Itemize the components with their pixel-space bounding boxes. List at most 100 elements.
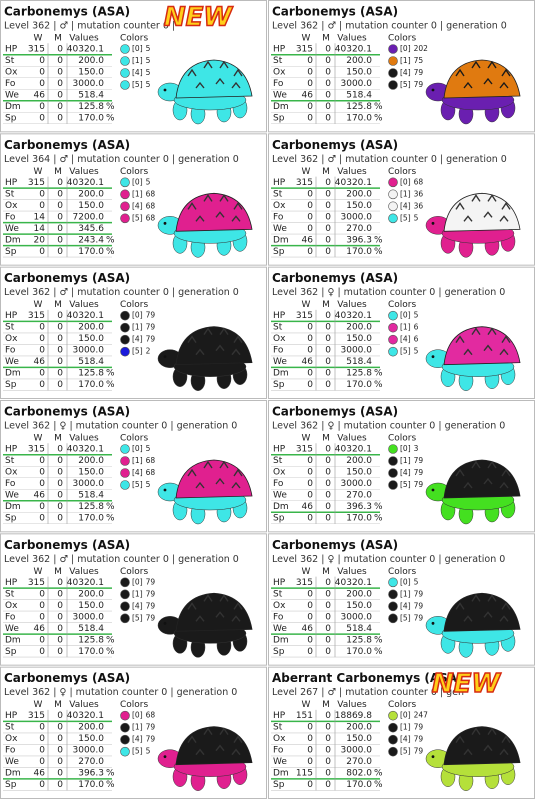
stat-unit: % [106,247,115,257]
color-id: 5 [146,44,151,53]
stat-value: 518.4 [78,357,104,367]
creature-image [425,59,521,125]
stat-wild-points: 0 [307,68,313,78]
color-label: [0] 79 [132,311,155,320]
stat-name: HP [273,178,286,188]
stat-value: 170.0 [78,114,104,124]
color-swatch [120,589,130,600]
color-label: [1] 79 [400,456,423,465]
column-header: W [302,700,311,710]
stat-mutations: 0 [57,601,63,611]
stat-wild-points: 0 [307,734,313,744]
stat-value: 3000.0 [73,746,105,756]
level-line: Level 362 | ♀ | mutation counter 0 | gen… [272,421,505,432]
stat-wild-points: 0 [307,491,313,501]
stat-mutations: 0 [57,578,63,588]
stat-wild-points: 46 [34,357,46,367]
stat-wild-points: 0 [307,114,313,124]
column-header: Values [337,167,367,177]
column-header: Values [337,34,367,44]
color-id: 79 [146,311,156,320]
stat-wild-points: 0 [307,746,313,756]
color-id: 79 [146,723,156,732]
stat-mutations: 0 [57,635,63,645]
stat-unit: % [106,780,115,790]
color-swatch [388,346,398,357]
stat-value: 40320.1 [335,178,372,188]
creature-title: Carbonemys (ASA) [272,5,398,19]
stat-unit: % [374,635,383,645]
stat-mutations: 0 [57,311,63,321]
creature-title: Carbonemys (ASA) [4,138,130,152]
turtle-eye [163,221,167,225]
stat-wild-points: 315 [296,311,313,321]
stat-name: Fo [5,346,16,356]
color-id: 5 [146,480,151,489]
stat-mutations: 0 [57,491,63,501]
color-label: [4] 79 [400,468,423,477]
stat-wild-points: 46 [302,91,314,101]
stat-name: HP [5,711,18,721]
stat-name: HP [5,45,18,55]
column-header: Colors [120,567,148,577]
column-header: W [34,434,43,444]
column-header: Values [69,567,99,577]
color-label: [5] 2 [132,347,151,356]
column-header: Colors [388,567,416,577]
stat-value: 18869.8 [335,711,372,721]
stat-value: 40320.1 [67,311,104,321]
stat-value: 150.0 [78,601,104,611]
stat-name: Sp [273,514,285,524]
stat-unit: % [106,380,115,390]
color-swatch [388,44,398,54]
stat-value: 150.0 [78,734,104,744]
stat-wild-points: 0 [307,56,313,66]
stat-wild-points: 0 [307,189,313,199]
color-id: 75 [414,56,424,65]
stat-wild-points: 115 [296,769,313,779]
color-slot: [0] [400,444,411,453]
creature-image [157,59,253,125]
color-label: [1] 79 [400,723,423,732]
stat-name: HP [273,578,286,588]
stat-wild-points: 20 [34,235,46,245]
stat-name: Fo [273,79,284,89]
creature-title: Carbonemys (ASA) [272,405,398,419]
stat-wild-points: 0 [39,369,45,379]
color-label: [4] 68 [132,201,155,210]
stat-value: 200.0 [346,589,372,599]
color-label: [5] 79 [400,80,423,89]
color-slot: [5] [132,347,143,356]
stat-wild-points: 315 [28,711,45,721]
stat-mutations: 0 [325,68,331,78]
stat-name: Dm [5,102,21,112]
color-id: 79 [146,335,156,344]
color-id: 68 [414,177,424,186]
column-header: W [302,434,311,444]
stat-wild-points: 315 [296,578,313,588]
stat-name: HP [273,445,286,455]
stat-name: Ox [273,468,286,478]
stat-name: Sp [273,780,285,790]
color-label: [4] 79 [400,68,423,77]
stat-wild-points: 0 [39,68,45,78]
color-id: 79 [414,468,424,477]
color-swatch [388,577,398,588]
stat-name: Sp [273,114,285,124]
stat-unit: % [374,369,383,379]
stat-wild-points: 0 [39,601,45,611]
color-swatch [120,68,130,78]
color-id: 5 [146,444,151,453]
stat-wild-points: 0 [39,635,45,645]
column-header: Colors [388,300,416,310]
turtle-eye [163,755,167,759]
creature-image [425,726,521,791]
color-slot: [5] [400,213,411,222]
stat-wild-points: 46 [34,491,46,501]
color-label: [5] 79 [400,480,423,489]
color-id: 68 [146,468,156,477]
column-header: M [54,700,62,710]
stat-name: Fo [273,746,284,756]
column-header: Colors [120,434,148,444]
stat-value: 40320.1 [335,311,372,321]
